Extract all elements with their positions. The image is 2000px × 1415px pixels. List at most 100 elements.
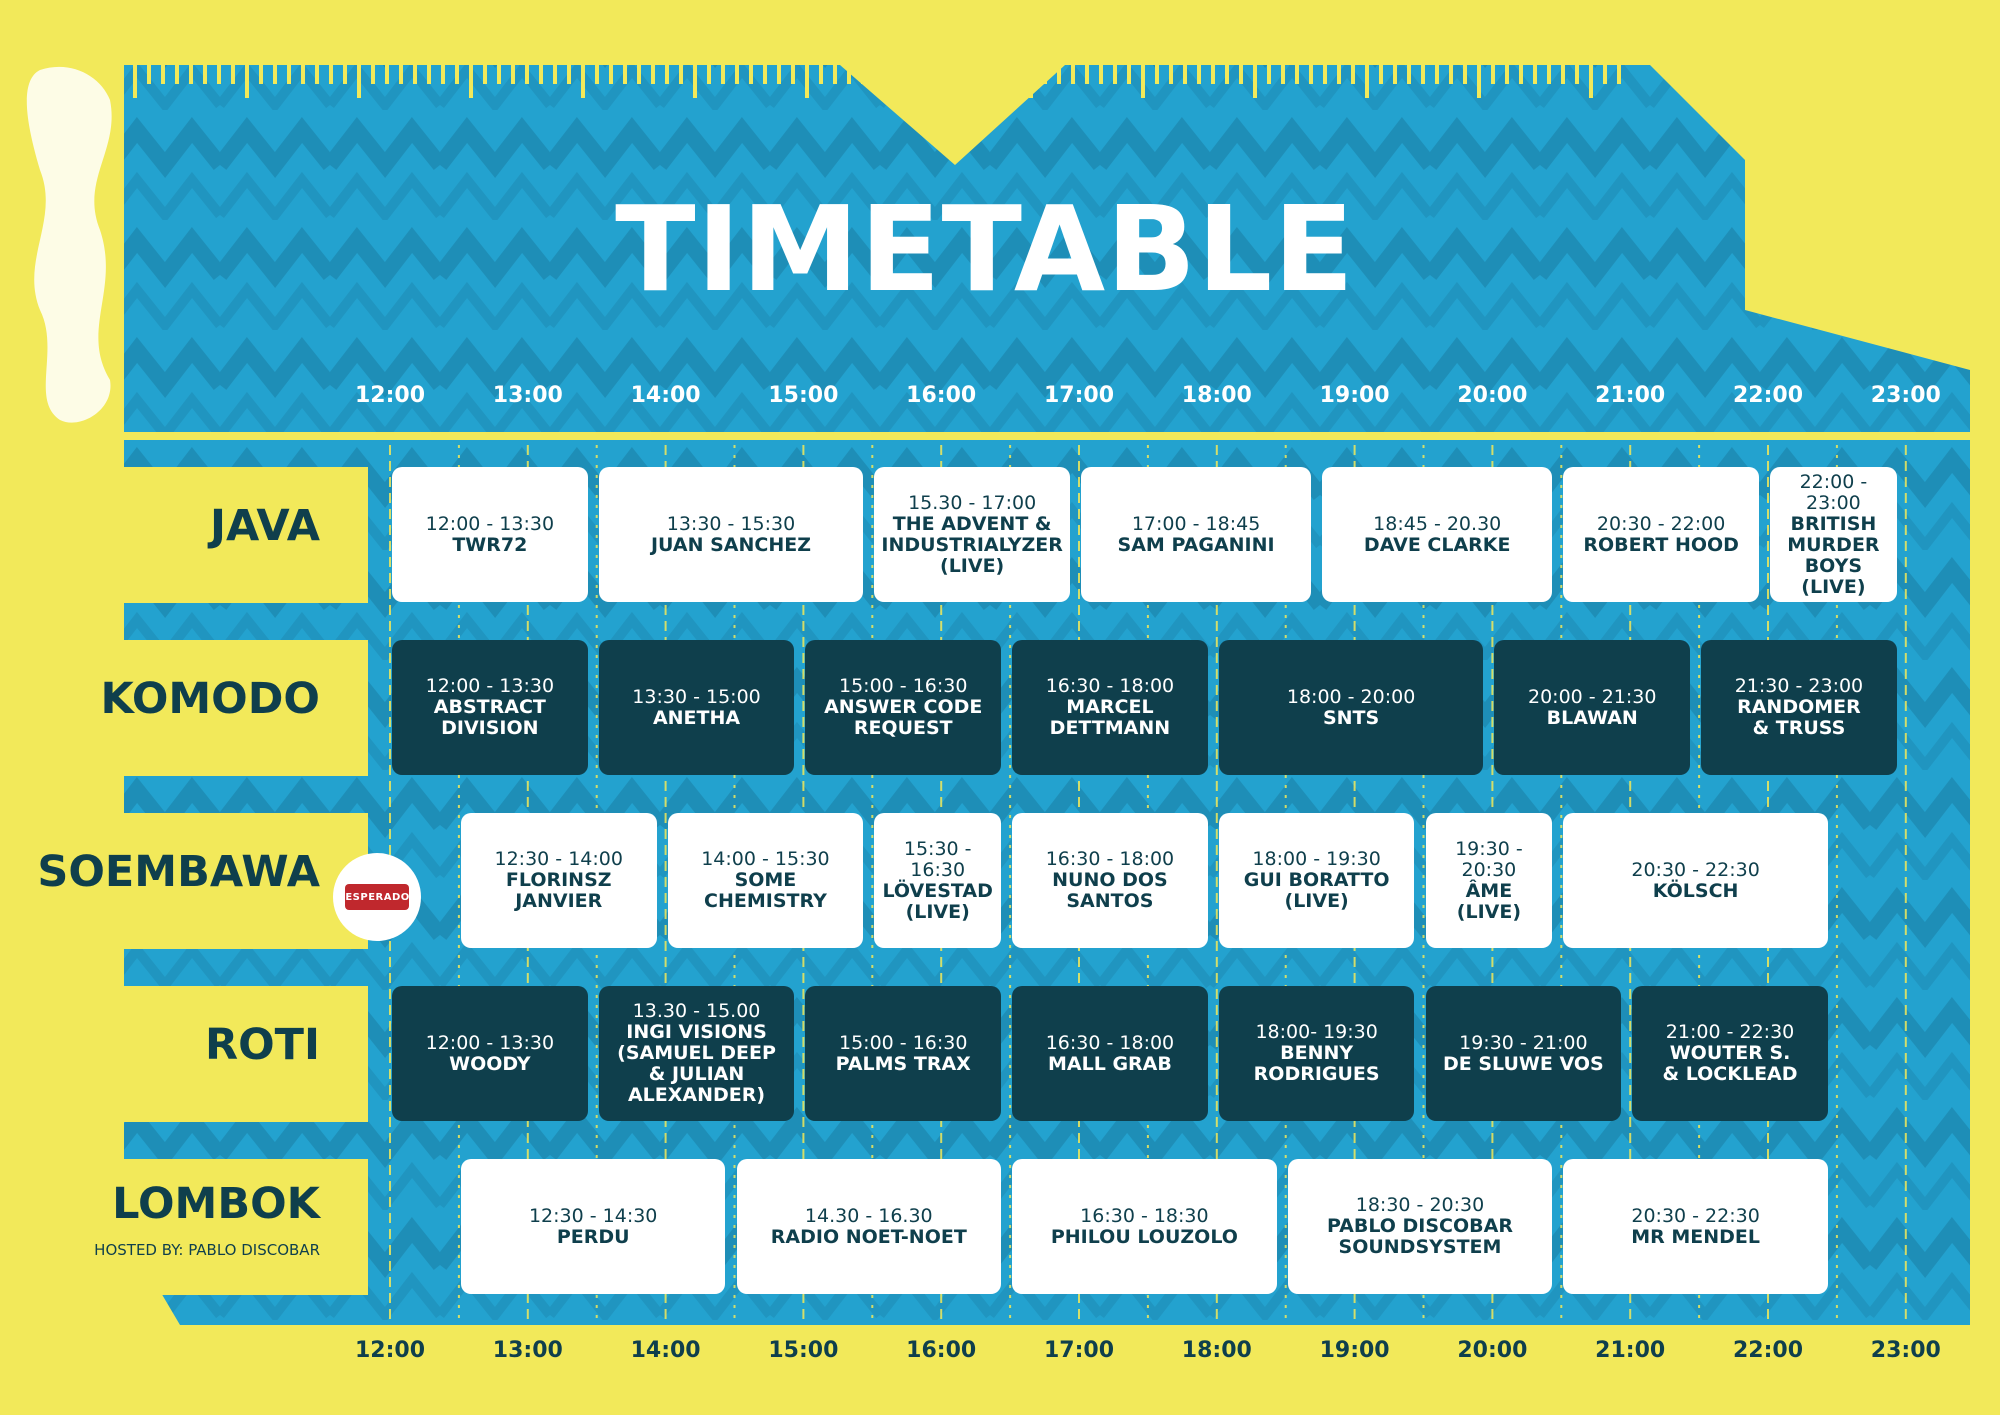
set-artist: SNTS (1322, 706, 1380, 729)
set-artist: KÖLSCH (1652, 879, 1739, 902)
set-slot[interactable]: 12:30 - 14:00 FLORINSZ JANVIER (460, 813, 657, 948)
set-slot[interactable]: 15:00 - 16:30 ANSWER CODE REQUEST (805, 640, 1002, 775)
hour-label: 17:00 (1043, 1338, 1115, 1363)
stage-name: LOMBOK (112, 1179, 320, 1229)
set-slot[interactable]: 18:00- 19:30 BENNY RODRIGUES (1218, 986, 1415, 1121)
stage-tab-komodo: KOMODO (100, 640, 368, 776)
hour-label: 21:00 (1595, 1338, 1666, 1363)
stage-tab-soembawa: SOEMBAWA (37, 813, 368, 949)
set-artist: ROBERT HOOD (1583, 533, 1739, 556)
stage-name: ROTI (205, 1020, 320, 1070)
hour-label: 16:00 (906, 383, 977, 408)
set-slot[interactable]: 16:30 - 18:30 PHILOU LOUZOLO (1012, 1159, 1277, 1294)
set-slot[interactable]: 14:00 - 15:30 SOME CHEMISTRY (667, 813, 864, 948)
set-time: 12:00 - 13:30 (425, 512, 555, 535)
set-slot[interactable]: 16:30 - 18:00 MARCEL DETTMANN (1012, 640, 1208, 775)
set-slot[interactable]: 17:00 - 18:45 SAM PAGANINI (1081, 467, 1312, 602)
hour-label: 22:00 (1732, 1338, 1804, 1363)
set-slot[interactable]: 18:00 - 20:00 SNTS (1218, 640, 1484, 775)
stage-name: KOMODO (100, 674, 320, 724)
set-time: 14:00 - 15:30 (701, 848, 830, 870)
stage-tab-lombok: LOMBOK HOSTED BY: PABLO DISCOBAR (94, 1159, 368, 1295)
set-artist: BLAWAN (1546, 706, 1638, 729)
set-time: 20:30 - 22:00 (1596, 512, 1726, 535)
set-slot[interactable]: 19:30 - 21:00 DE SLUWE VOS (1425, 986, 1622, 1121)
set-slot[interactable]: 18:30 - 20:30 PABLO DISCOBAR SOUNDSYSTEM (1287, 1159, 1553, 1294)
set-time: 19:30 - 20:30 (1455, 837, 1523, 881)
hour-label: 18:00 (1181, 1338, 1252, 1363)
set-slot[interactable]: 13.30 - 15.00 INGI VISIONS (SAMUEL DEEP &… (598, 986, 795, 1121)
set-time: 13:30 - 15:00 (632, 685, 761, 708)
set-time: 21:30 - 23:00 (1734, 675, 1864, 697)
set-slot[interactable]: 20:00 - 21:30 BLAWAN (1494, 640, 1691, 775)
set-time: 13.30 - 15.00 (632, 1000, 761, 1022)
set-artist: NUNO DOS SANTOS (1052, 869, 1168, 912)
set-slot[interactable]: 15.30 - 17:00 THE ADVENT & INDUSTRIALYZER… (874, 467, 1070, 602)
set-slot[interactable]: 12:00 - 13:30 ABSTRACT DIVISION (392, 640, 588, 775)
set-artist: WOUTER S. & LOCKLEAD (1662, 1042, 1798, 1085)
set-slot[interactable]: 12:00 - 13:30 WOODY (392, 986, 588, 1121)
set-artist: INGI VISIONS (SAMUEL DEEP & JULIAN ALEXA… (617, 1021, 776, 1106)
set-slot[interactable]: 21:30 - 23:00 RANDOMER & TRUSS (1701, 640, 1897, 775)
set-artist: PABLO DISCOBAR SOUNDSYSTEM (1326, 1215, 1513, 1258)
set-slot[interactable]: 16:30 - 18:00 MALL GRAB (1012, 986, 1208, 1121)
hour-label: 16:00 (906, 1338, 977, 1363)
set-slot[interactable]: 20:30 - 22:00 ROBERT HOOD (1563, 467, 1759, 602)
set-slot[interactable]: 19:30 - 20:30 ÂME (LIVE) (1425, 813, 1553, 948)
set-slot[interactable]: 14.30 - 16.30 RADIO NOET-NOET (736, 1159, 1002, 1294)
hour-label: 23:00 (1870, 383, 1941, 408)
set-time: 19:30 - 21:00 (1459, 1031, 1588, 1054)
set-artist: DE SLUWE VOS (1443, 1052, 1604, 1075)
set-artist: ABSTRACT DIVISION (433, 696, 546, 739)
set-artist: ANETHA (652, 706, 741, 729)
set-time: 16:30 - 18:00 (1045, 1031, 1175, 1054)
set-time: 16:30 - 18:00 (1045, 675, 1175, 697)
set-artist: MALL GRAB (1048, 1052, 1172, 1075)
set-artist: SOME CHEMISTRY (704, 869, 827, 912)
set-artist: TWR72 (452, 533, 528, 556)
set-slot[interactable]: 22:00 - 23:00 BRITISH MURDER BOYS (LIVE) (1770, 467, 1897, 602)
set-artist: PALMS TRAX (835, 1052, 971, 1075)
hour-label: 15:00 (768, 383, 839, 408)
set-time: 15.30 - 17:00 (908, 491, 1037, 514)
set-artist: JUAN SANCHEZ (650, 533, 811, 556)
hour-label: 22:00 (1732, 383, 1804, 408)
set-slot[interactable]: 18:45 - 20.30 DAVE CLARKE (1322, 467, 1553, 602)
set-slot[interactable]: 13:30 - 15:30 JUAN SANCHEZ (598, 467, 864, 602)
hour-label: 14:00 (630, 1338, 701, 1363)
set-slot[interactable]: 15:00 - 16:30 PALMS TRAX (805, 986, 1002, 1121)
set-slot[interactable]: 16:30 - 18:00 NUNO DOS SANTOS (1012, 813, 1208, 948)
set-slot[interactable]: 15:30 - 16:30 LÖVESTAD (LIVE) (874, 813, 1002, 948)
set-time: 20:00 - 21:30 (1528, 685, 1657, 708)
set-slot[interactable]: 20:30 - 22:30 KÖLSCH (1563, 813, 1828, 948)
hour-label: 15:00 (768, 1338, 839, 1363)
stage-name: SOEMBAWA (37, 847, 320, 897)
set-time: 15:00 - 16:30 (839, 675, 968, 697)
set-slot[interactable]: 18:00 - 19:30 GUI BORATTO (LIVE) (1218, 813, 1415, 948)
set-slot[interactable]: 21:00 - 22:30 WOUTER S. & LOCKLEAD (1632, 986, 1828, 1121)
hour-label: 13:00 (492, 1338, 563, 1363)
hour-label: 17:00 (1043, 383, 1115, 408)
set-slot[interactable]: 20:30 - 22:30 MR MENDEL (1563, 1159, 1828, 1294)
set-slot[interactable]: 12:00 - 13:30 TWR72 (392, 467, 588, 602)
set-slot[interactable]: 12:30 - 14:30 PERDU (460, 1159, 726, 1294)
set-artist: WOODY (449, 1052, 531, 1075)
hour-label: 19:00 (1319, 1338, 1390, 1363)
stage-name: JAVA (210, 501, 320, 551)
set-slot[interactable]: 13:30 - 15:00 ANETHA (598, 640, 795, 775)
set-artist: MARCEL DETTMANN (1049, 696, 1171, 739)
stage-host: HOSTED BY: PABLO DISCOBAR (94, 1241, 320, 1259)
set-artist: GUI BORATTO (LIVE) (1243, 869, 1390, 912)
set-artist: THE ADVENT & INDUSTRIALYZER (LIVE) (881, 512, 1063, 577)
set-artist: PHILOU LOUZOLO (1050, 1225, 1238, 1248)
desperados-logo: DESPERADOS (333, 853, 421, 941)
hour-label: 18:00 (1181, 383, 1252, 408)
set-artist: DAVE CLARKE (1363, 533, 1511, 556)
set-time: 17:00 - 18:45 (1131, 512, 1261, 535)
hour-label: 20:00 (1457, 1338, 1528, 1363)
set-time: 14.30 - 16.30 (804, 1204, 933, 1227)
set-time: 16:30 - 18:00 (1045, 848, 1175, 870)
set-time: 15:00 - 16:30 (839, 1031, 968, 1054)
stage-tab-java: JAVA (124, 467, 368, 603)
